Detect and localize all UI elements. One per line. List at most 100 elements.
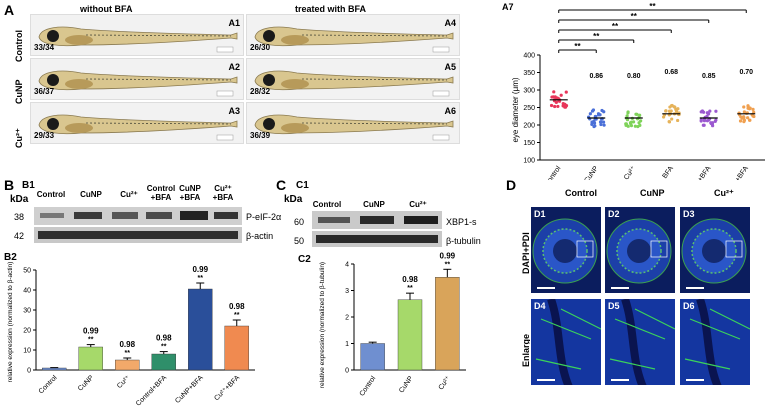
panel-d-letter: D	[506, 177, 517, 193]
ratio-label: 0.98	[229, 302, 245, 311]
row-label-cu2: Cu²⁺	[14, 128, 24, 148]
b-blot2-name: β-actin	[246, 231, 274, 241]
band	[214, 212, 238, 219]
b-blot2-kda: 42	[14, 231, 25, 241]
data-point	[601, 120, 606, 124]
b-lane-control: Control	[36, 190, 66, 199]
scale-bar	[686, 287, 704, 289]
ratio-label: 0.80	[627, 73, 641, 80]
bar	[360, 343, 385, 371]
fish-panel-label: A4	[444, 18, 456, 28]
fish-count: 29/33	[34, 131, 55, 140]
data-point	[752, 114, 756, 119]
bar	[115, 359, 140, 371]
scale-bar	[611, 287, 629, 289]
band	[112, 212, 138, 219]
data-point	[746, 106, 750, 110]
fish-count: 26/30	[250, 43, 271, 52]
y-tick-label: 150	[523, 140, 535, 147]
c-blot2-kda: 50	[294, 236, 305, 246]
x-tick-label: Cu²⁺	[116, 374, 132, 390]
ratio-label: 0.99	[440, 251, 456, 260]
data-point	[549, 103, 554, 108]
data-point	[667, 109, 672, 113]
micro-tile-d1: D1	[530, 206, 602, 294]
panel-a-letter: A	[4, 2, 15, 18]
y-tick-label: 100	[523, 158, 535, 165]
data-point	[746, 104, 750, 108]
c2-label: C2	[298, 254, 311, 265]
x-tick-label: Control	[38, 374, 59, 395]
x-tick-label: CuNP	[77, 374, 95, 392]
data-point	[747, 118, 752, 122]
data-point	[552, 90, 556, 94]
data-point	[626, 111, 630, 115]
c-lane-cunp: CuNP	[363, 200, 385, 209]
c-blot1-membrane	[312, 211, 442, 229]
ratio-label: 0.99	[83, 327, 99, 336]
data-point	[563, 105, 568, 109]
scale-bar	[537, 287, 555, 289]
tile-label: D1	[534, 209, 546, 219]
data-point	[709, 121, 713, 125]
data-point	[742, 105, 746, 109]
y-tick-label: 10	[23, 348, 31, 355]
data-point	[714, 109, 718, 113]
c1-label: C1	[296, 180, 309, 191]
tile-label: D5	[608, 301, 620, 311]
data-point	[633, 124, 637, 128]
x-tick-label: Control+BFA	[135, 374, 168, 407]
y-tick-label: 0	[27, 368, 31, 375]
fish-panel-label: A3	[228, 106, 240, 116]
zebrafish-larva-image	[254, 26, 454, 53]
data-point	[557, 99, 562, 103]
data-point	[667, 120, 672, 124]
data-point	[563, 102, 567, 106]
data-point	[559, 93, 563, 97]
zebrafish-larva-image	[38, 70, 238, 97]
data-point	[708, 109, 712, 113]
x-tick-label: Control	[359, 375, 378, 398]
sig-stars: **	[198, 275, 204, 282]
x-tick-label: Cu²⁺	[438, 375, 452, 392]
band	[146, 212, 172, 219]
b-blot1-kda: 38	[14, 212, 25, 222]
fish-count: 36/39	[250, 131, 271, 140]
fish-panel-label: A5	[444, 62, 456, 72]
band	[316, 235, 438, 243]
y-tick-label: 400	[523, 53, 535, 60]
data-point	[592, 125, 596, 129]
sig-stars: **	[88, 337, 94, 344]
zebrafish-larva-image	[38, 26, 238, 53]
bar	[224, 325, 249, 371]
b-blot1-membrane	[34, 207, 242, 225]
micro-tile-d2: D2	[604, 206, 676, 294]
tile-label: D6	[683, 301, 695, 311]
data-point	[625, 123, 629, 127]
fluorescence-image	[531, 299, 601, 385]
fluorescence-image	[605, 207, 675, 293]
data-point	[714, 118, 718, 122]
data-point	[699, 118, 703, 122]
data-point	[751, 107, 755, 111]
c-blot1-kda: 60	[294, 217, 305, 227]
micro-tile-d3: D3	[679, 206, 751, 294]
data-point	[638, 123, 642, 127]
bar	[435, 277, 460, 371]
data-point	[594, 114, 598, 119]
data-point	[598, 120, 603, 124]
y-tick-label: 3	[345, 288, 349, 295]
y-tick-label: 300	[523, 88, 535, 95]
data-point	[625, 114, 629, 118]
fish-count: 36/37	[34, 87, 55, 96]
data-point	[746, 116, 750, 120]
tile-label: D4	[534, 301, 546, 311]
fluorescence-image	[680, 207, 750, 293]
y-tick-label: 0	[345, 368, 349, 375]
y-tick-label: 1	[345, 341, 349, 348]
b-blot2-membrane	[34, 227, 242, 243]
col-header-without-bfa: without BFA	[80, 4, 133, 14]
row-label-cunp: CuNP	[14, 79, 24, 105]
panel-c-letter: C	[276, 177, 287, 193]
